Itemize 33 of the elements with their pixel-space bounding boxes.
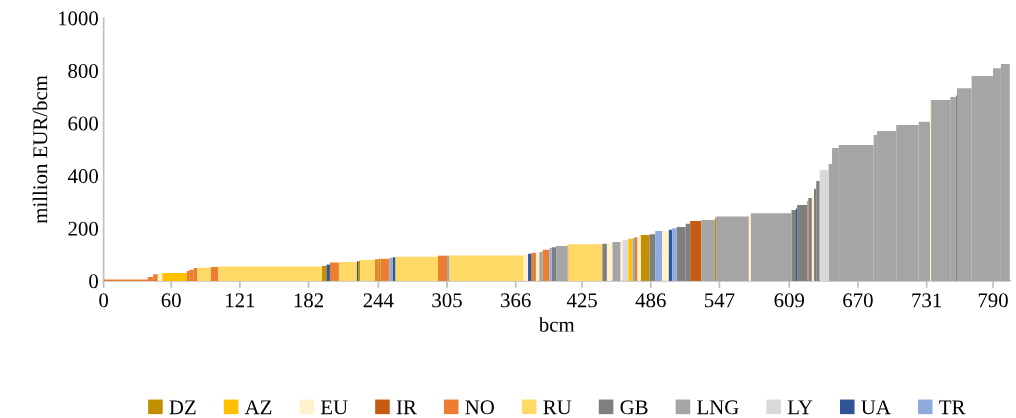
x-tick-label: 244 <box>363 293 394 308</box>
x-tick-label: 182 <box>294 293 323 308</box>
x-tick-label: 731 <box>912 293 941 308</box>
legend-label: DZ <box>169 400 196 415</box>
legend-label: LNG <box>697 400 739 415</box>
legend-label: LY <box>787 400 813 415</box>
x-tick-label: 425 <box>566 293 597 308</box>
x-axis-title: bcm <box>538 317 575 332</box>
legend-label: GB <box>620 400 648 415</box>
legend-label: AZ <box>244 400 272 415</box>
y-axis-title: million EUR/bcm <box>32 75 48 224</box>
y-tick-label: 1000 <box>58 11 98 26</box>
x-tick-label: 547 <box>705 293 735 308</box>
y-tick-label: 200 <box>68 221 98 236</box>
x-tick-label: 486 <box>635 293 666 308</box>
legend-label: IR <box>396 400 417 415</box>
y-tick-label: 800 <box>68 63 98 78</box>
x-tick-label: 60 <box>161 293 181 308</box>
legend-label: NO <box>465 400 494 415</box>
legend-label: TR <box>939 400 966 415</box>
x-tick-label: 670 <box>843 293 873 308</box>
x-tick-label: 0 <box>99 293 109 308</box>
legend-label: EU <box>320 400 348 415</box>
legend-label: UA <box>861 400 891 415</box>
y-tick-label: 0 <box>89 274 98 289</box>
x-tick-label: 121 <box>226 293 255 308</box>
x-tick-label: 790 <box>978 293 1008 308</box>
x-tick-label: 609 <box>774 293 805 308</box>
y-tick-label: 400 <box>67 169 98 184</box>
x-tick-label: 366 <box>501 293 531 308</box>
y-tick-label: 600 <box>68 116 98 131</box>
x-tick-label: 305 <box>432 293 462 308</box>
legend-label: RU <box>543 400 572 415</box>
